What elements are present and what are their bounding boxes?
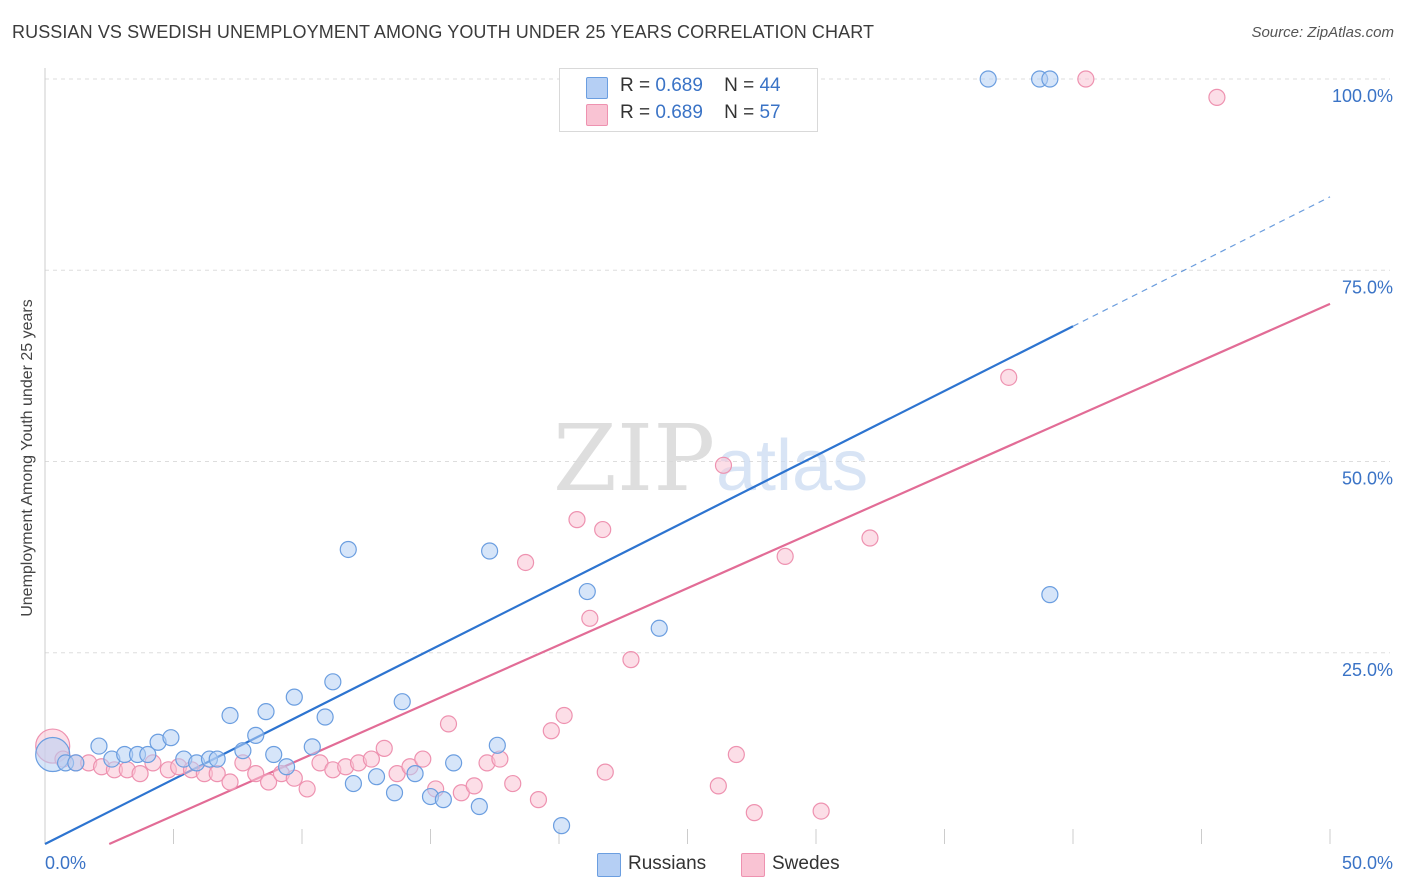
x-tick-label-max: 50.0% — [1342, 853, 1393, 873]
russians-point — [650, 619, 668, 637]
russians-point — [162, 729, 180, 747]
swedes-n-value: 57 — [759, 102, 781, 123]
swedes-swatch — [586, 104, 608, 126]
watermark-zip: ZIP — [553, 405, 715, 512]
y-tick-label: 25.0% — [1342, 660, 1393, 680]
stats-legend: R = 0.689 N = 44 R = 0.689 N = 57 — [559, 68, 818, 132]
swedes-point — [568, 511, 586, 529]
russians-point — [367, 768, 386, 786]
swedes-point — [465, 777, 483, 795]
swedes-point — [714, 456, 733, 474]
swedes-point — [1208, 88, 1226, 106]
swedes-point — [812, 802, 830, 820]
russians-point — [344, 774, 362, 793]
russians-point — [257, 703, 275, 721]
swedes-point — [555, 706, 573, 725]
swedes-point — [439, 715, 458, 733]
russians-point — [285, 688, 303, 706]
trend-line-extension-russians — [1072, 196, 1331, 327]
swedes-point — [594, 520, 612, 539]
swedes-point — [745, 804, 763, 822]
russians-swatch — [586, 77, 608, 99]
swedes-r-value: 0.689 — [655, 102, 703, 123]
swedes-point — [131, 765, 149, 783]
y-axis-label: Unemployment Among Youth under 25 years — [19, 299, 36, 617]
russians-point — [265, 745, 283, 764]
axes — [44, 68, 1331, 844]
russians-point — [277, 758, 296, 776]
russians-point — [316, 708, 334, 726]
swedes-point — [298, 780, 316, 798]
swedes-point — [596, 763, 614, 781]
y-tick-label: 100.0% — [1332, 86, 1393, 106]
russians-point — [488, 736, 506, 754]
swedes-point — [622, 651, 640, 669]
swedes-r-label: R = — [620, 102, 651, 123]
russians-point — [470, 797, 488, 816]
swedes-point — [362, 750, 380, 768]
russians-point — [67, 754, 85, 772]
russians-point — [90, 737, 108, 755]
swedes-point — [709, 777, 727, 795]
swedes-n-label: N = — [724, 102, 755, 123]
swedes-point — [727, 745, 745, 764]
russians-point — [247, 726, 265, 744]
grid-lines — [45, 78, 1390, 654]
swedes-point — [529, 791, 548, 809]
russians-point — [406, 765, 424, 783]
y-tick-label: 50.0% — [1342, 469, 1393, 489]
swedes-point — [776, 547, 794, 565]
russians-n-value: 44 — [759, 75, 781, 96]
y-tick-label: 75.0% — [1342, 277, 1393, 297]
russians-point — [339, 540, 357, 559]
swedes-point — [542, 722, 560, 740]
watermark: ZIP atlas — [553, 405, 868, 512]
swedes-point — [414, 750, 432, 768]
russians-point — [139, 745, 157, 764]
data-points — [35, 70, 1226, 835]
swedes-point — [247, 765, 265, 783]
russians-n-label: N = — [724, 75, 755, 96]
russians-point — [434, 791, 452, 809]
russians-point — [234, 742, 252, 760]
russians-point — [221, 706, 239, 725]
russians-point — [445, 754, 463, 772]
swedes-point — [375, 739, 393, 757]
source-note: Source: ZipAtlas.com — [1251, 24, 1394, 41]
russians-point — [481, 542, 499, 560]
russians-point — [324, 673, 342, 691]
russians-point — [578, 582, 596, 601]
russians-r-value: 0.689 — [655, 75, 703, 96]
russians-point — [385, 784, 404, 802]
bottom-swedes-label: Swedes — [772, 853, 840, 874]
bottom-russians-swatch — [597, 853, 621, 877]
swedes-point — [1000, 368, 1018, 386]
russians-point — [552, 817, 571, 835]
swedes-point — [581, 609, 599, 627]
swedes-point — [861, 529, 879, 547]
swedes-point — [259, 773, 278, 791]
swedes-point — [504, 774, 522, 793]
swedes-point — [221, 773, 239, 791]
russians-point — [1041, 586, 1059, 604]
tick-labels: 25.0% 50.0% 75.0% 100.0% 0.0% 50.0% — [45, 86, 1393, 873]
chart-title: RUSSIAN VS SWEDISH UNEMPLOYMENT AMONG YO… — [12, 22, 875, 42]
russians-point — [303, 738, 321, 756]
swedes-point — [1077, 70, 1095, 88]
bottom-russians-label: Russians — [628, 853, 707, 874]
russians-point — [979, 70, 997, 88]
bottom-swedes-swatch — [741, 853, 765, 877]
russians-point — [393, 693, 411, 711]
russians-point — [208, 750, 226, 768]
russians-r-label: R = — [620, 75, 651, 96]
russians-point — [1041, 70, 1059, 88]
swedes-point — [516, 553, 535, 572]
x-tick-label-min: 0.0% — [45, 853, 86, 873]
